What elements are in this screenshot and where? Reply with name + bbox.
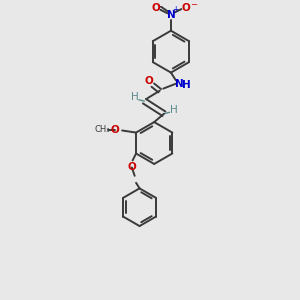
- Text: O: O: [111, 125, 119, 135]
- Text: O: O: [128, 163, 136, 172]
- Text: N: N: [175, 79, 184, 89]
- Text: −: −: [190, 0, 197, 9]
- Text: H: H: [170, 104, 178, 115]
- Text: H: H: [182, 80, 191, 90]
- Text: N: N: [167, 11, 175, 20]
- Text: +: +: [172, 4, 179, 14]
- Text: CH₃: CH₃: [95, 125, 110, 134]
- Text: O: O: [151, 3, 160, 14]
- Text: O: O: [144, 76, 153, 86]
- Text: H: H: [131, 92, 139, 102]
- Text: O: O: [182, 3, 191, 14]
